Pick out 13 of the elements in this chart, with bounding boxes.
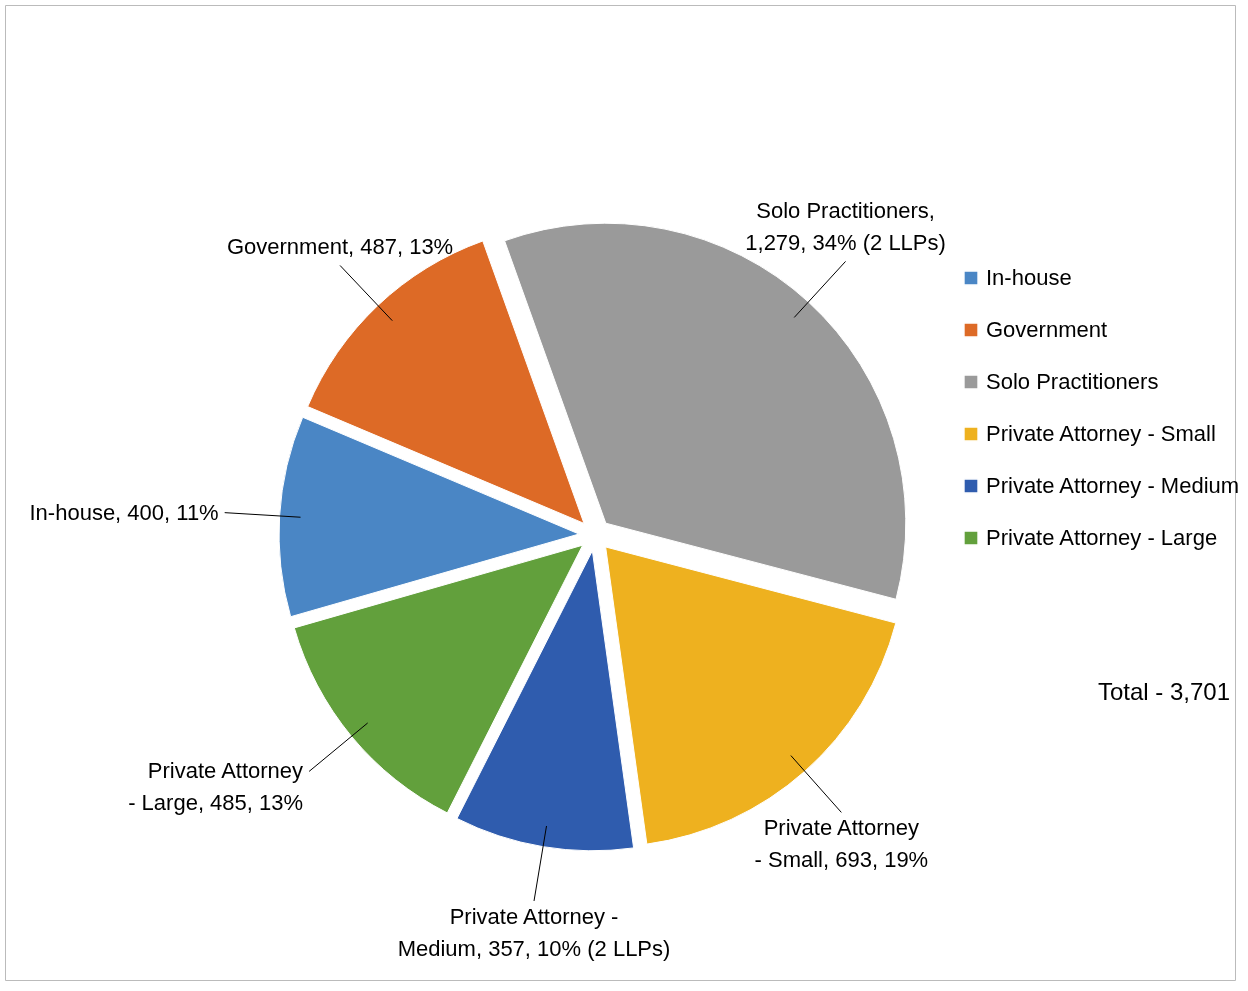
legend-label: In-house	[986, 265, 1072, 290]
legend-label: Private Attorney - Medium	[986, 473, 1240, 498]
text: Total - 3,701	[1097, 678, 1230, 705]
data-label: Solo Practitioners, 1,279, 34% (2 LLPs)	[745, 198, 946, 256]
data-label: Private Attorney - Medium, 357, 10% (2 LLPs)	[397, 903, 671, 961]
legend-label: Private Attorney - Large	[986, 525, 1218, 550]
data-label: Private Attorney - Small, 693, 19%	[754, 815, 929, 873]
legend-label: Solo Practitioners	[986, 369, 1159, 394]
data-label: In-house, 400, 11%	[29, 499, 219, 525]
legend-label: Government	[986, 317, 1108, 342]
data-label: Private Attorney - Large, 485, 13%	[128, 758, 304, 816]
legend-label: Private Attorney - Small	[986, 421, 1216, 446]
data-label: Government, 487, 13%	[226, 234, 454, 260]
